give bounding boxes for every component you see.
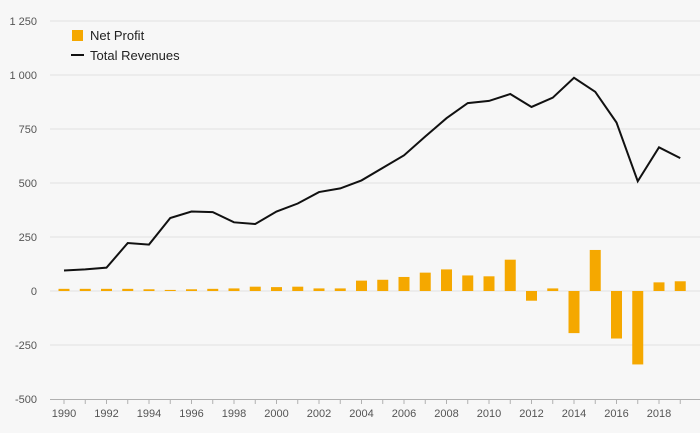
- net-profit-bar: [462, 275, 474, 291]
- x-tick-label: 2000: [264, 408, 288, 420]
- x-tick-label: 1998: [222, 408, 246, 420]
- legend-swatch-net-profit: [72, 30, 83, 41]
- gridlines: [50, 20, 700, 346]
- x-tick-label: 2018: [647, 408, 671, 420]
- y-tick-label: 750: [19, 124, 37, 136]
- net-profit-bar: [483, 276, 495, 291]
- legend-label-net-profit: Net Profit: [90, 28, 145, 43]
- y-tick-label: -500: [15, 394, 37, 406]
- net-profit-bar: [143, 289, 155, 291]
- x-tick-label: 2002: [307, 408, 331, 420]
- net-profit-bar: [377, 279, 389, 291]
- y-tick-label: 500: [19, 178, 37, 190]
- x-tick-label: 2006: [392, 408, 416, 420]
- net-profit-bar: [674, 281, 686, 291]
- x-tick-label: 1996: [179, 408, 203, 420]
- net-profit-bar: [653, 282, 665, 291]
- net-profit-bar: [398, 276, 410, 291]
- net-profit-bar: [186, 289, 197, 291]
- net-profit-bar: [164, 289, 176, 291]
- net-profit-bar: [79, 288, 91, 291]
- x-tick-label: 2004: [349, 408, 373, 420]
- x-tick-label: 2016: [604, 408, 628, 420]
- net-profit-bar: [292, 286, 304, 291]
- x-tick-label: 2010: [477, 408, 501, 420]
- y-tick-label: 0: [31, 286, 37, 298]
- x-tick-label: 1992: [94, 408, 118, 420]
- net-profit-bars: [58, 249, 686, 365]
- net-profit-bar: [632, 291, 644, 365]
- net-profit-bar: [504, 259, 516, 291]
- net-profit-bar: [419, 272, 431, 291]
- net-profit-bar: [441, 269, 452, 291]
- x-tick-label: 1990: [52, 408, 76, 420]
- x-tick-label: 2014: [562, 408, 586, 420]
- net-profit-bar: [356, 280, 367, 291]
- net-profit-bar: [568, 291, 580, 334]
- net-profit-bar: [334, 288, 346, 291]
- y-tick-label: -250: [15, 340, 37, 352]
- net-profit-bar: [589, 249, 601, 291]
- y-tick-label: 1 000: [9, 70, 37, 82]
- net-profit-bar: [547, 288, 559, 291]
- x-tick-label: 2008: [434, 408, 458, 420]
- net-profit-bar: [313, 288, 325, 291]
- net-profit-bar: [122, 288, 134, 291]
- net-profit-bar: [58, 288, 70, 291]
- net-profit-bar: [228, 288, 240, 291]
- y-tick-label: 250: [19, 232, 37, 244]
- x-tick-label: 2012: [519, 408, 543, 420]
- x-tick-label: 1994: [137, 408, 161, 420]
- y-tick-label: 1 250: [9, 16, 37, 28]
- y-axis-labels: -500 -250 0 250 500 750 1 000 1 250: [9, 16, 37, 406]
- net-profit-bar: [271, 287, 282, 291]
- net-profit-bar: [526, 291, 537, 301]
- legend-label-total-revenues: Total Revenues: [90, 48, 180, 63]
- net-profit-bar: [611, 291, 622, 339]
- total-revenues-line: [63, 76, 681, 272]
- x-axis: 1990 1992 1994 1996 1998 2000 2002 2004 2006 2008…: [50, 399, 700, 420]
- net-profit-bar: [249, 286, 261, 291]
- net-profit-bar: [101, 288, 112, 291]
- net-profit-bar: [207, 288, 219, 291]
- legend: Net Profit Total Revenues: [71, 28, 180, 63]
